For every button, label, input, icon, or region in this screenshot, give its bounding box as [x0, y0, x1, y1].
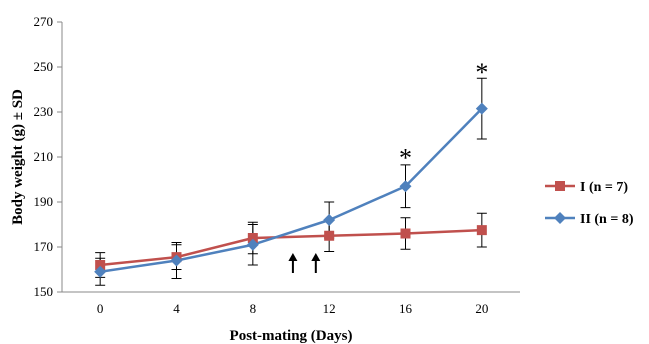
arrow-head: [311, 253, 321, 261]
series-1-line: [100, 228, 482, 267]
significance-marker: *: [475, 58, 488, 87]
series-2-point: [246, 238, 259, 251]
y-tick-label: 230: [34, 104, 54, 119]
x-tick-label: 20: [475, 301, 488, 316]
arrow-head: [288, 253, 298, 261]
series-1-point: [95, 260, 106, 270]
legend-label: I (n = 7): [580, 180, 628, 195]
x-tick-label: 0: [97, 301, 104, 316]
x-tick-label: 4: [173, 301, 180, 316]
x-axis-title: Post-mating (Days): [230, 328, 353, 344]
annotations: **: [288, 58, 488, 273]
y-axis-title: Body weight (g) ± SD: [10, 89, 26, 225]
y-tick-label: 190: [34, 194, 54, 209]
error-bars: [95, 77, 487, 286]
y-tick-label: 170: [34, 239, 54, 254]
series-1-point: [247, 233, 258, 243]
y-tick-label: 150: [34, 284, 54, 299]
series-2-point: [94, 265, 107, 278]
series-2-line: [99, 107, 483, 273]
legend-marker: [555, 181, 565, 191]
x-tick-label: 16: [399, 301, 413, 316]
y-tick-label: 270: [34, 14, 54, 29]
series-2-point: [475, 102, 488, 115]
series-lines: [99, 107, 483, 273]
series-2-point: [323, 214, 336, 226]
series-markers: [94, 102, 488, 278]
x-tick-label: 12: [323, 301, 336, 316]
x-tick-label: 8: [250, 301, 257, 316]
legend-label: II (n = 8): [580, 212, 634, 227]
series-2-point: [170, 254, 183, 267]
series-1-point: [400, 228, 411, 239]
axes: 150 170 190 210 230 250 270 0 4 8 12 16 20: [34, 14, 520, 316]
series-1-point: [476, 225, 487, 236]
series-1-point: [324, 230, 335, 241]
y-tick-label: 250: [34, 59, 54, 74]
y-tick-label: 210: [34, 149, 54, 164]
legend: I (n = 7) II (n = 8): [545, 180, 634, 227]
series-2-point: [399, 180, 412, 193]
legend-marker: [554, 212, 566, 224]
significance-marker: *: [399, 144, 412, 173]
